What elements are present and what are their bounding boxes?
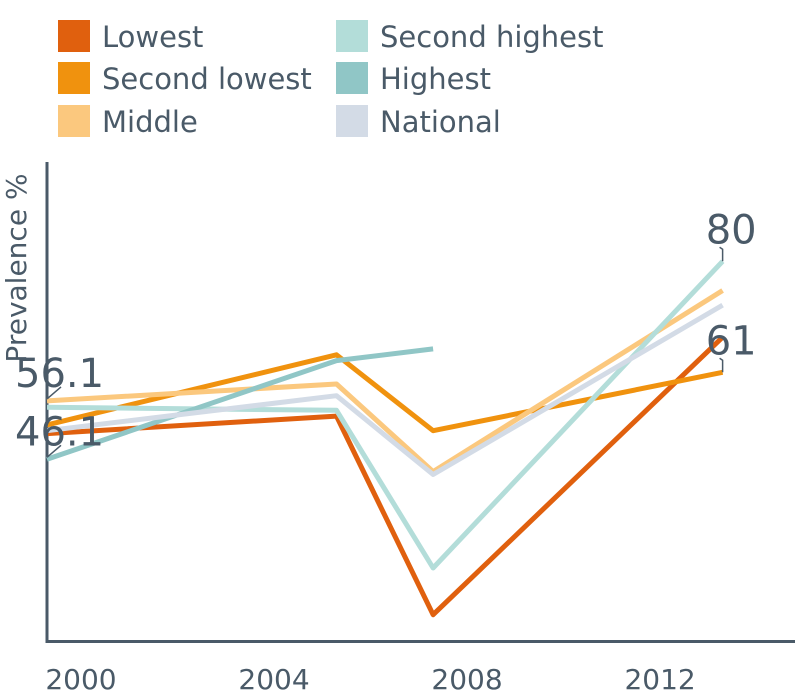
data-label-61: 61 xyxy=(706,318,757,364)
data-label-leader-61 xyxy=(719,357,724,373)
data-label-80: 80 xyxy=(706,207,757,253)
legend-swatch-middle xyxy=(58,105,90,137)
data-label-leader-80 xyxy=(719,246,724,262)
legend: Lowest Second lowest Middle Second highest H… xyxy=(58,20,604,139)
series-lines xyxy=(46,259,725,618)
legend-label-highest: Highest xyxy=(380,62,491,96)
series-line-highest xyxy=(46,346,434,462)
x-tick-label-2000: 2000 xyxy=(45,663,116,696)
legend-label-second-lowest: Second lowest xyxy=(102,62,312,96)
y-axis-label: Prevalence % xyxy=(0,173,33,362)
data-label-56-1: 56.1 xyxy=(15,351,104,397)
axes: Prevalence % xyxy=(0,162,795,643)
legend-label-national: National xyxy=(380,105,501,139)
series-line-middle xyxy=(46,288,724,475)
legend-swatch-second-highest xyxy=(336,20,368,52)
data-labels: 56.1 46.1 80 61 xyxy=(15,207,757,458)
x-tick-labels: 2000 2004 2008 2012 xyxy=(45,663,695,696)
legend-label-lowest: Lowest xyxy=(102,20,203,54)
legend-swatch-lowest xyxy=(58,20,90,52)
legend-swatch-national xyxy=(336,105,368,137)
data-label-leader-46-1 xyxy=(46,444,62,458)
series-line-second-lowest xyxy=(46,352,724,434)
legend-swatch-highest xyxy=(336,62,368,94)
legend-label-middle: Middle xyxy=(102,105,198,139)
x-tick-label-2004: 2004 xyxy=(238,663,309,696)
legend-swatch-second-lowest xyxy=(58,62,90,94)
series-line-lowest xyxy=(46,335,725,618)
data-label-46-1: 46.1 xyxy=(15,409,104,455)
legend-label-second-highest: Second highest xyxy=(380,20,604,54)
series-line-national xyxy=(46,302,724,477)
series-line-second-highest xyxy=(46,259,725,571)
data-label-leader-56-1 xyxy=(46,386,62,400)
x-tick-label-2008: 2008 xyxy=(431,663,502,696)
x-tick-label-2012: 2012 xyxy=(624,663,695,696)
